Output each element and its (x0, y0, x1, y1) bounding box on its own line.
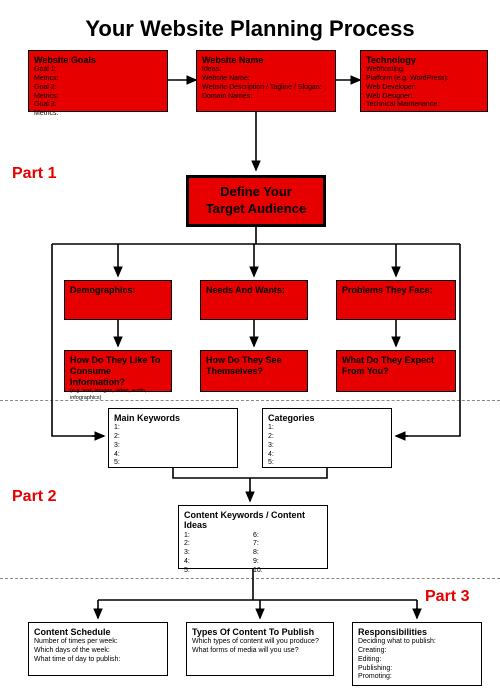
node-resp: ResponsibilitiesDeciding what to publish… (352, 622, 482, 686)
node-audience: Define YourTarget Audience (186, 175, 326, 227)
node-keywords: Main Keywords1:2:3:4:5: (108, 408, 238, 468)
node-ideas: Content Keywords / Content Ideas1:2:3:4:… (178, 505, 328, 569)
node-schedule: Content ScheduleNumber of times per week… (28, 622, 168, 676)
divider-2 (0, 578, 500, 579)
node-problems: Problems They Face: (336, 280, 456, 320)
node-tech: TechnologyWebhosting:Platform (e.g. Word… (360, 50, 488, 112)
node-expect: What Do They ExpectFrom You? (336, 350, 456, 392)
node-goals: Website GoalsGoal 1:Metrics:Goal 2:Metri… (28, 50, 168, 112)
node-types: Types Of Content To PublishWhich types o… (186, 622, 334, 676)
node-categories: Categories1:2:3:4:5: (262, 408, 392, 468)
node-consume: How Do They Like ToConsume Information?(… (64, 350, 172, 392)
node-demo: Demographics: (64, 280, 172, 320)
part-3-label: Part 3 (425, 588, 469, 606)
main-title: Your Website Planning Process (0, 16, 500, 42)
node-name: Website NameIdeas:Website Name:Website D… (196, 50, 336, 112)
part-1-label: Part 1 (12, 165, 56, 183)
part-2-label: Part 2 (12, 488, 56, 506)
node-needs: Needs And Wants: (200, 280, 308, 320)
node-see: How Do They SeeThemselves? (200, 350, 308, 392)
